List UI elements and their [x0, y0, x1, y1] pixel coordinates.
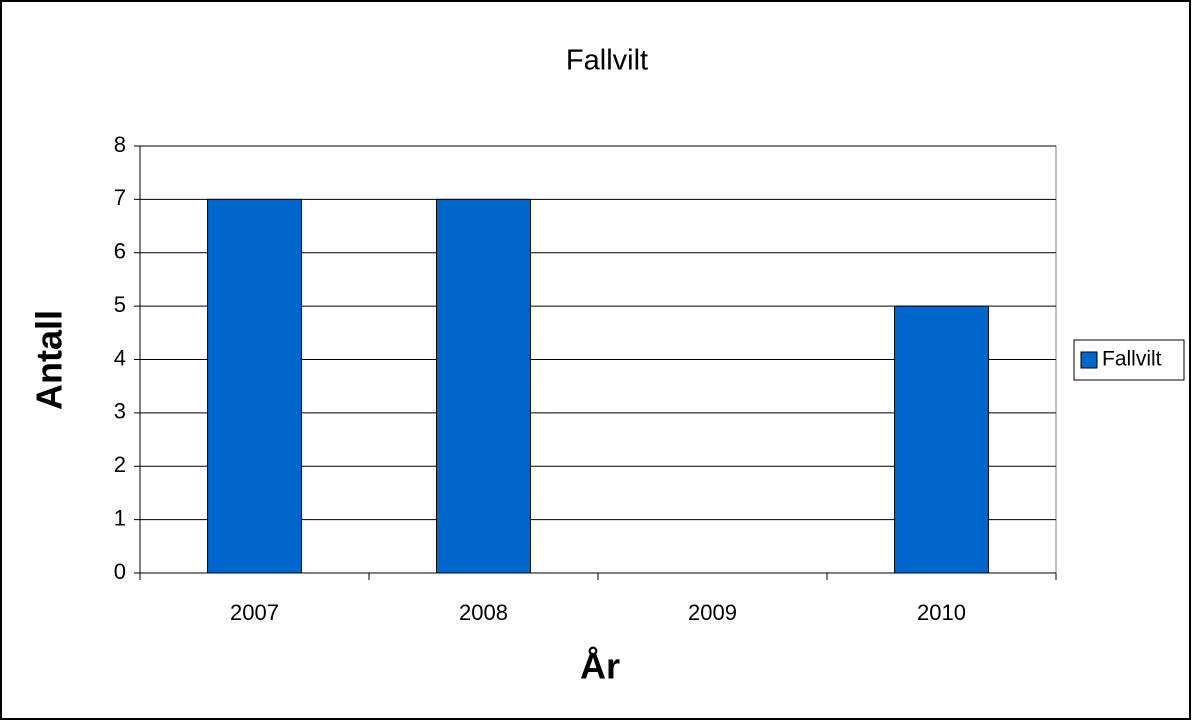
legend-box: [1073, 339, 1185, 381]
x-tick-label: 2009: [688, 600, 737, 625]
y-tick-label: 5: [114, 292, 126, 317]
y-tick-label: 0: [114, 559, 126, 584]
bar: [207, 198, 302, 574]
chart-title: Fallvilt: [566, 45, 648, 77]
legend-label: Fallvilt: [1102, 348, 1162, 371]
x-axis-label: År: [580, 646, 620, 687]
y-axis-label: Antall: [29, 310, 70, 410]
x-tick-label: 2008: [459, 600, 508, 625]
y-tick-label: 8: [114, 132, 126, 157]
legend-swatch: [1080, 351, 1098, 369]
x-tick-label: 2010: [917, 600, 966, 625]
x-tick-label: 2007: [230, 600, 279, 625]
bar: [894, 305, 989, 574]
y-tick-label: 1: [114, 505, 126, 530]
y-tick-label: 6: [114, 239, 126, 264]
bar: [436, 198, 531, 574]
y-tick-label: 7: [114, 185, 126, 210]
y-tick-label: 3: [114, 399, 126, 424]
y-tick-label: 4: [114, 345, 126, 370]
y-tick-label: 2: [114, 452, 126, 477]
